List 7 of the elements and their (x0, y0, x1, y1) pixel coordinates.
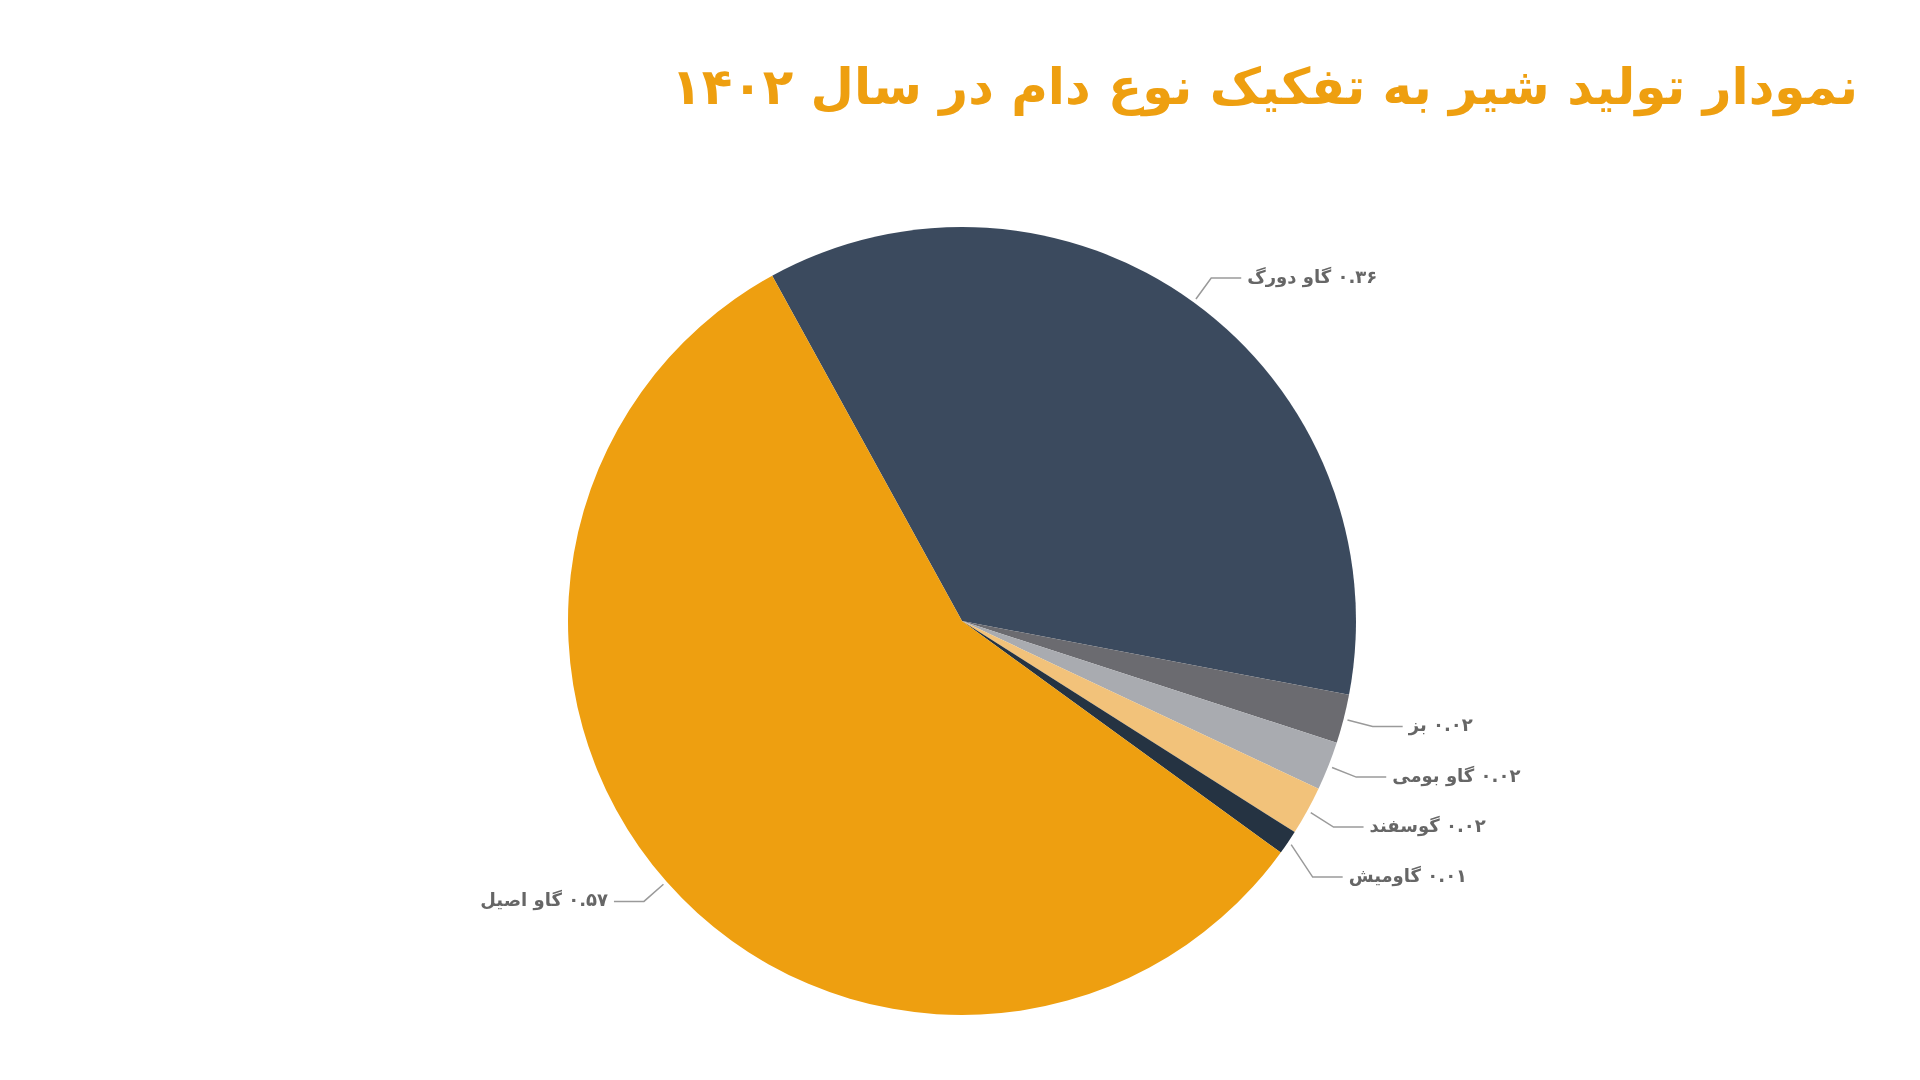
chart-title: نمودار تولید شیر به تفکیک نوع دام در سال ۱۴۰۲ (671, 58, 1858, 116)
slice-label: ۰.۰۲ گوسفند (1369, 814, 1486, 837)
slice-label: ۰.۰۲ بز (1407, 714, 1473, 737)
slice-label: ۰.۳۶ گاو دورگ (1247, 265, 1378, 288)
slice-label: ۰.۵۷ گاو اصیل (480, 889, 608, 912)
slice-label: ۰.۰۲ گاو بومی (1392, 764, 1521, 787)
slice-label: ۰.۰۱ گاومیش (1348, 864, 1468, 887)
